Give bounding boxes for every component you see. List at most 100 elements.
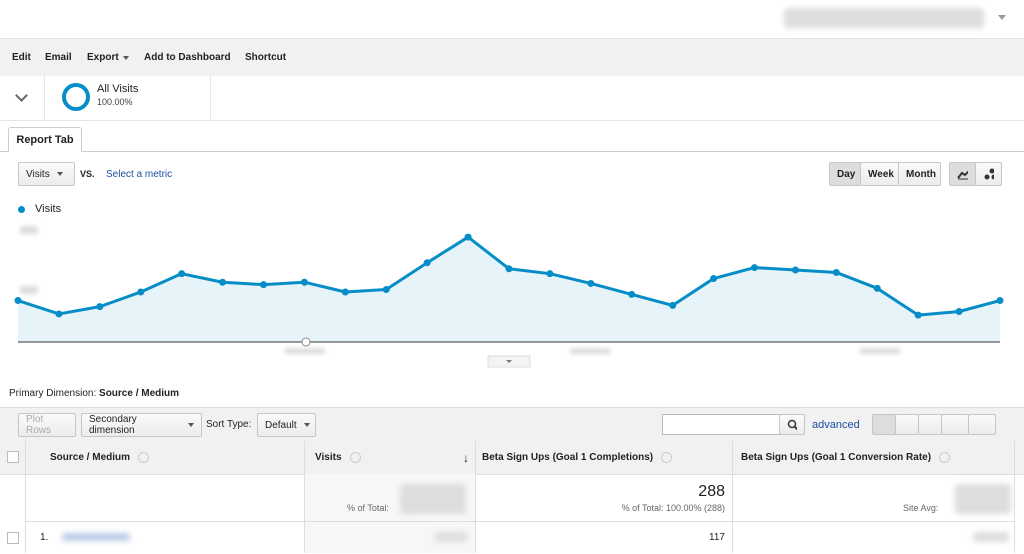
row-cell: 1. <box>25 522 305 553</box>
divider <box>44 75 45 120</box>
help-icon[interactable] <box>939 452 951 463</box>
view-pivot[interactable] <box>968 414 996 435</box>
toolbar-item[interactable]: Edit <box>12 52 31 63</box>
period-day[interactable]: Day <box>829 162 861 186</box>
toolbar-item-text: Export <box>87 52 119 63</box>
point <box>260 281 267 289</box>
search-icon <box>787 419 797 430</box>
secondary-dimension-dropdown[interactable]: Secondary dimension <box>81 413 202 437</box>
header-text: Source / Medium <box>50 452 131 463</box>
blurred-axis-label <box>20 226 38 234</box>
column-header[interactable]: Beta Sign Ups (Goal 1 Completions) <box>476 441 733 474</box>
sort-label: Sort Type: <box>206 419 252 430</box>
chart <box>14 226 1004 368</box>
totals-value: 288 <box>698 483 725 500</box>
toolbar-item[interactable]: Export <box>87 52 129 63</box>
totals-cell: % of Total: <box>305 474 476 522</box>
totals-label: % of Total: 100.00% (288) <box>621 503 725 513</box>
sort-value: Default <box>265 419 297 431</box>
blurred-date-label <box>860 348 900 354</box>
legend-swatch <box>18 205 25 213</box>
help-icon[interactable] <box>138 452 150 463</box>
divider <box>210 75 211 120</box>
point <box>464 233 472 241</box>
point <box>751 264 758 272</box>
metric: Visits <box>26 168 50 180</box>
caret <box>303 423 310 427</box>
point <box>382 286 390 294</box>
point <box>137 288 145 296</box>
row-index: 1. <box>40 532 49 543</box>
point <box>178 270 186 278</box>
row-cell <box>733 522 1015 553</box>
view-table[interactable] <box>872 414 896 435</box>
legend: Visits <box>18 203 61 215</box>
header-text: Visits <box>315 452 342 463</box>
column-header[interactable]: Source / Medium <box>25 441 305 474</box>
totals-label: % of Total: <box>347 503 389 513</box>
primary-dimension: Primary Dimension: Source / Medium <box>9 388 179 399</box>
point <box>955 308 963 315</box>
column-header[interactable]: Visits ↓ <box>305 441 476 474</box>
point <box>96 303 104 311</box>
search-button[interactable] <box>779 414 805 435</box>
plot-rows-button[interactable]: Plot Rows <box>18 413 76 437</box>
point <box>505 265 513 273</box>
period-month[interactable]: Month <box>898 162 941 186</box>
totals-cell: Site Avg: <box>733 474 1015 522</box>
toolbar-item[interactable]: Add to Dashboard <box>144 52 231 63</box>
date-range-blurred[interactable] <box>784 8 984 28</box>
blurred-date-label <box>285 348 325 354</box>
annotation-marker <box>301 337 311 347</box>
search-input[interactable] <box>662 414 780 435</box>
segment-share: 100.00% <box>97 97 133 107</box>
totals-cell <box>25 474 305 522</box>
sort-dropdown[interactable]: Default <box>257 413 316 437</box>
help-icon[interactable] <box>349 452 361 463</box>
segment-bar: All Visits 100.00% <box>0 75 1024 121</box>
motion-chart-toggle[interactable] <box>975 162 1002 186</box>
point <box>873 284 881 292</box>
point <box>546 270 554 278</box>
toolbar-item[interactable]: Shortcut <box>245 52 287 63</box>
row-cell: 117 <box>476 522 733 553</box>
column-header[interactable]: Beta Sign Ups (Goal 1 Conversion Rate) <box>733 441 1015 474</box>
row-checkbox[interactable] <box>7 532 19 544</box>
dimension-label: Primary Dimension: <box>9 388 97 399</box>
point <box>628 290 636 298</box>
blurred-source-link[interactable] <box>62 533 130 541</box>
caret <box>188 423 194 427</box>
segment-ring <box>62 83 90 111</box>
sort-arrow: ↓ <box>463 450 469 465</box>
view-compare[interactable] <box>941 414 969 435</box>
totals-label: Site Avg: <box>903 503 939 513</box>
help-icon[interactable] <box>661 452 673 463</box>
header-text: Beta Sign Ups (Goal 1 Completions) <box>482 452 654 463</box>
segment-name[interactable]: All Visits <box>97 83 139 95</box>
advanced-link[interactable]: advanced <box>812 419 860 431</box>
period-week[interactable]: Week <box>860 162 899 186</box>
point <box>710 275 718 283</box>
totals-cell: 288 % of Total: 100.00% (288) <box>476 474 733 522</box>
report-tab[interactable]: Report Tab <box>8 127 82 152</box>
point <box>14 297 22 305</box>
view-bar[interactable] <box>918 414 942 435</box>
blurred-value <box>400 484 466 514</box>
select-metric-link[interactable]: Select a metric <box>106 169 173 180</box>
view-pie[interactable] <box>895 414 919 435</box>
blurred-date-label <box>570 348 610 354</box>
row-cell <box>305 522 476 553</box>
dimension-value[interactable]: Source / Medium <box>99 388 180 399</box>
header-text: Beta Sign Ups (Goal 1 Conversion Rate) <box>741 452 932 463</box>
area <box>18 237 1000 342</box>
row-value: 117 <box>709 532 725 543</box>
caret <box>56 172 63 176</box>
toolbar-item[interactable]: Email <box>45 52 72 63</box>
line-chart-toggle[interactable] <box>949 162 976 186</box>
expand-chevron[interactable] <box>15 89 28 102</box>
blurred-value <box>973 532 1009 542</box>
point <box>996 297 1004 305</box>
select-all-checkbox[interactable] <box>7 451 19 463</box>
metric-dropdown[interactable]: Visits <box>18 162 75 186</box>
